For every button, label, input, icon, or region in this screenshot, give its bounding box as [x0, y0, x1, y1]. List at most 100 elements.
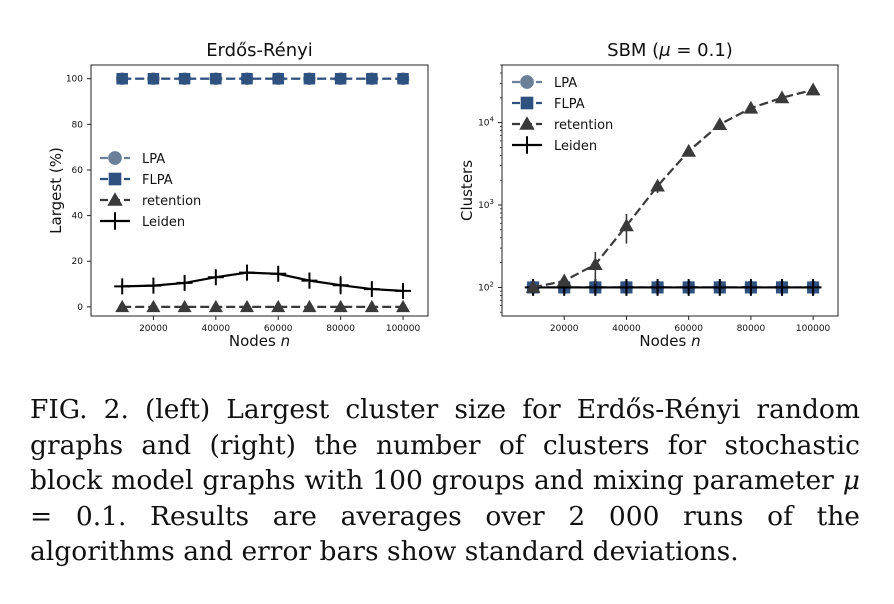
- y-tick-label: 0: [77, 303, 83, 313]
- x-axis-label: Nodes n: [229, 332, 290, 350]
- data-point: [618, 279, 635, 296]
- y-tick-label: 80: [72, 120, 84, 130]
- legend-label: Leiden: [554, 139, 597, 154]
- data-point: [270, 265, 287, 282]
- data-point: [207, 269, 224, 286]
- data-point: [649, 279, 666, 296]
- legend-entry: LPA: [100, 151, 165, 167]
- chart-1: Erdős-Rényi 20000 40000 60000 80000 100000 Nod…: [47, 40, 429, 350]
- caption-mu: μ: [842, 465, 860, 496]
- data-point: [556, 273, 572, 287]
- data-point: [115, 299, 130, 313]
- figure-caption: FIG. 2. (left) Largest cluster size for …: [30, 392, 860, 570]
- chart-title: SBM (μ = 0.1): [607, 40, 733, 61]
- chart-title: Erdős-Rényi: [206, 40, 313, 61]
- y-tick-label: 20: [72, 257, 84, 267]
- data-point: [364, 299, 379, 313]
- y-axis-label: Largest (%): [47, 147, 65, 234]
- data-point: [397, 72, 409, 85]
- legend-marker: [108, 151, 122, 165]
- legend-marker: [108, 172, 122, 186]
- figure-panels: Erdős-Rényi 20000 40000 60000 80000 100000 Nod…: [47, 40, 839, 350]
- series-retention: [525, 82, 821, 293]
- x-tick-label: 20000: [139, 324, 168, 334]
- y-tick-label: 103: [478, 198, 494, 211]
- data-point: [114, 278, 131, 295]
- data-point: [177, 299, 192, 313]
- series-line: [122, 271, 404, 292]
- data-point: [146, 299, 161, 313]
- data-point: [272, 72, 284, 85]
- data-point: [619, 218, 634, 232]
- legend-entry: Leiden: [100, 212, 185, 230]
- x-tick-label: 60000: [264, 324, 293, 334]
- data-point: [396, 299, 411, 313]
- caption-text-2: = 0.1. Results are averages over 2 000 r…: [30, 500, 860, 568]
- data-point: [332, 277, 349, 294]
- data-point: [805, 82, 821, 96]
- series-lpa: [116, 72, 410, 85]
- data-point: [804, 279, 822, 296]
- data-point: [680, 279, 698, 296]
- legend-marker: [519, 116, 535, 130]
- data-point: [303, 72, 316, 85]
- series-flpa: [116, 72, 409, 85]
- y-tick-label: 100: [66, 75, 83, 85]
- legend-entry: retention: [512, 116, 613, 133]
- series-leiden: [114, 264, 412, 299]
- series-leiden: [524, 279, 822, 296]
- chart-2: SBM (μ = 0.1) 20000 40000 60000 80000 100000 N…: [458, 40, 839, 350]
- legend-entry: FLPA: [100, 172, 173, 188]
- data-point: [333, 299, 348, 313]
- legend-entry: Leiden: [512, 136, 597, 154]
- x-tick-label: 20000: [550, 324, 579, 334]
- data-point: [525, 280, 541, 293]
- x-tick-label: 80000: [326, 324, 355, 334]
- legend-label: retention: [142, 194, 201, 209]
- data-point: [240, 299, 255, 313]
- data-point: [208, 299, 223, 313]
- data-point: [712, 117, 728, 130]
- data-point: [363, 281, 380, 298]
- data-point: [116, 72, 128, 85]
- legend-entry: retention: [100, 192, 201, 209]
- legend-marker: [106, 212, 124, 230]
- data-point: [395, 282, 412, 299]
- legend-label: retention: [554, 118, 613, 133]
- data-point: [301, 272, 318, 289]
- legend-label: LPA: [554, 76, 577, 91]
- data-point: [681, 143, 697, 157]
- legend-label: FLPA: [554, 97, 585, 112]
- x-tick-label: 60000: [674, 324, 703, 334]
- data-point: [366, 72, 378, 85]
- data-point: [241, 72, 253, 85]
- data-point: [176, 274, 193, 291]
- legend-marker: [518, 136, 536, 154]
- x-tick-label: 80000: [737, 324, 766, 334]
- data-point: [587, 257, 603, 270]
- data-point: [145, 277, 162, 294]
- legend-label: Leiden: [142, 215, 185, 230]
- data-point: [271, 299, 286, 313]
- y-axis-label: Clusters: [458, 160, 476, 221]
- legend-label: LPA: [142, 152, 165, 167]
- y-tick-label: 102: [478, 280, 494, 293]
- data-point: [774, 90, 790, 104]
- legend-label: FLPA: [142, 173, 173, 188]
- data-point: [302, 299, 317, 313]
- data-point: [773, 279, 791, 296]
- x-tick-label: 100000: [386, 324, 421, 334]
- axes-frame: [501, 64, 839, 317]
- data-point: [742, 279, 760, 296]
- legend-entry: FLPA: [512, 96, 585, 112]
- axes-frame: [90, 64, 429, 317]
- x-tick-label: 40000: [612, 324, 641, 334]
- data-point: [210, 72, 222, 85]
- data-point: [334, 72, 347, 85]
- x-tick-label: 40000: [201, 324, 230, 334]
- legend-marker: [520, 75, 534, 89]
- x-axis-label: Nodes n: [639, 332, 700, 350]
- legend-entry: LPA: [512, 75, 577, 91]
- caption-text-1: FIG. 2. (left) Largest cluster size for …: [30, 394, 860, 496]
- y-tick-label: 104: [478, 116, 494, 129]
